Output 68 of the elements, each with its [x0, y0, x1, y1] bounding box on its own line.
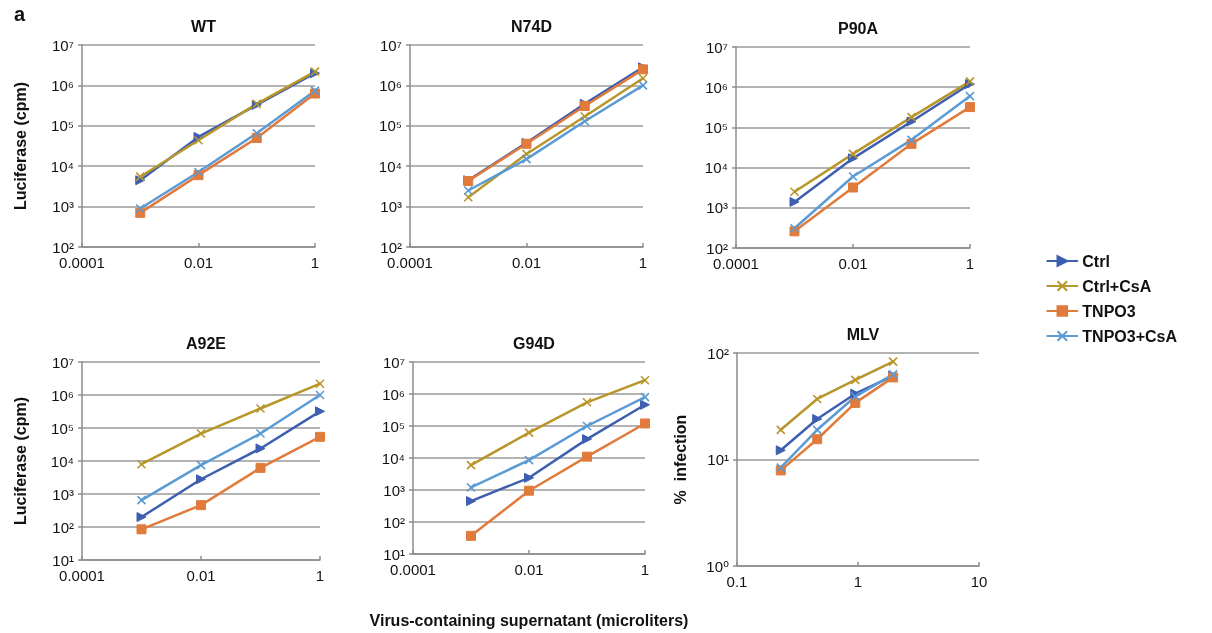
- y-tick-label: 10⁷: [379, 36, 402, 54]
- y-axis-title: Luciferase (cpm): [11, 396, 29, 526]
- chart-title: N74D: [511, 17, 552, 35]
- y-tick-label: 10³: [52, 198, 74, 216]
- y-axis-title: % infection: [671, 414, 689, 505]
- x-tick-label: 1: [965, 255, 975, 272]
- y-tick-label: 10⁷: [51, 353, 74, 371]
- y-tick-label: 10¹: [383, 545, 405, 563]
- x-tick-label: 0.0001: [387, 254, 433, 271]
- chart-title: WT: [191, 17, 217, 35]
- y-tick-label: 10⁵: [51, 117, 74, 135]
- x-tick-label: 1: [638, 254, 648, 271]
- y-tick-label: 10⁴: [378, 157, 402, 175]
- y-tick-label: 10¹: [52, 551, 74, 569]
- legend-label: TNPO3: [1082, 302, 1136, 320]
- y-axis-title: Luciferase (cpm): [11, 81, 29, 211]
- x-tick-label: 0.01: [514, 561, 544, 578]
- x-tick-label: 0.1: [726, 573, 748, 590]
- y-tick-label: 10¹: [707, 451, 729, 468]
- y-tick-label: 10⁷: [382, 353, 405, 371]
- y-tick-label: 10²: [52, 518, 74, 536]
- y-tick-label: 10⁴: [381, 449, 405, 467]
- y-tick-label: 10³: [706, 199, 728, 217]
- text: a: [14, 3, 26, 25]
- x-tick-label: 0.0001: [713, 255, 759, 272]
- x-tick-label: 0.0001: [390, 561, 436, 578]
- x-tick-label: 0.01: [511, 254, 542, 271]
- y-tick-label: 10⁰: [706, 557, 729, 575]
- y-tick-label: 10⁵: [705, 118, 728, 136]
- x-tick-label: 1: [315, 567, 325, 584]
- chart-title: A92E: [185, 334, 227, 352]
- y-tick-label: 10⁴: [50, 157, 74, 175]
- chart-title: MLV: [846, 325, 880, 343]
- y-tick-label: 10⁵: [382, 417, 405, 435]
- y-tick-label: 10²: [707, 344, 729, 362]
- y-tick-label: 10²: [380, 238, 402, 256]
- y-tick-label: 10⁴: [704, 159, 728, 177]
- legend-label: Ctrl: [1082, 252, 1110, 270]
- y-tick-label: 10⁶: [382, 385, 405, 403]
- x-tick-label: 0.01: [186, 567, 216, 584]
- legend-label: TNPO3+CsA: [1082, 327, 1178, 345]
- legend-label: Ctrl+CsA: [1082, 277, 1152, 295]
- y-tick-label: 10³: [383, 481, 405, 499]
- y-tick-label: 10⁵: [51, 419, 74, 437]
- x-tick-label: 1: [310, 254, 320, 271]
- y-tick-label: 10²: [52, 238, 74, 256]
- y-tick-label: 10⁴: [50, 452, 74, 470]
- y-tick-label: 10³: [52, 485, 74, 503]
- y-tick-label: 10⁶: [705, 78, 728, 96]
- x-tick-label: 1: [853, 573, 863, 590]
- y-tick-label: 10⁶: [51, 76, 74, 94]
- x-tick-label: 0.0001: [59, 567, 105, 584]
- chart-title: P90A: [837, 19, 879, 37]
- y-tick-label: 10²: [383, 513, 405, 531]
- x-tick-label: 0.0001: [59, 254, 105, 271]
- x-tick-label: 0.01: [838, 255, 868, 272]
- x-tick-label: 10: [970, 573, 988, 590]
- y-tick-label: 10²: [706, 239, 728, 257]
- y-tick-label: 10⁶: [379, 76, 402, 94]
- x-tick-label: 0.01: [183, 254, 214, 271]
- y-tick-label: 10³: [380, 198, 402, 216]
- y-tick-label: 10⁶: [51, 386, 74, 404]
- x-axis-title: Virus-containing supernatant (microliters): [369, 611, 689, 629]
- chart-title: G94D: [513, 334, 555, 352]
- y-tick-label: 10⁷: [51, 36, 74, 54]
- x-tick-label: 1: [640, 561, 650, 578]
- y-tick-label: 10⁷: [705, 38, 728, 56]
- y-tick-label: 10⁵: [379, 117, 402, 135]
